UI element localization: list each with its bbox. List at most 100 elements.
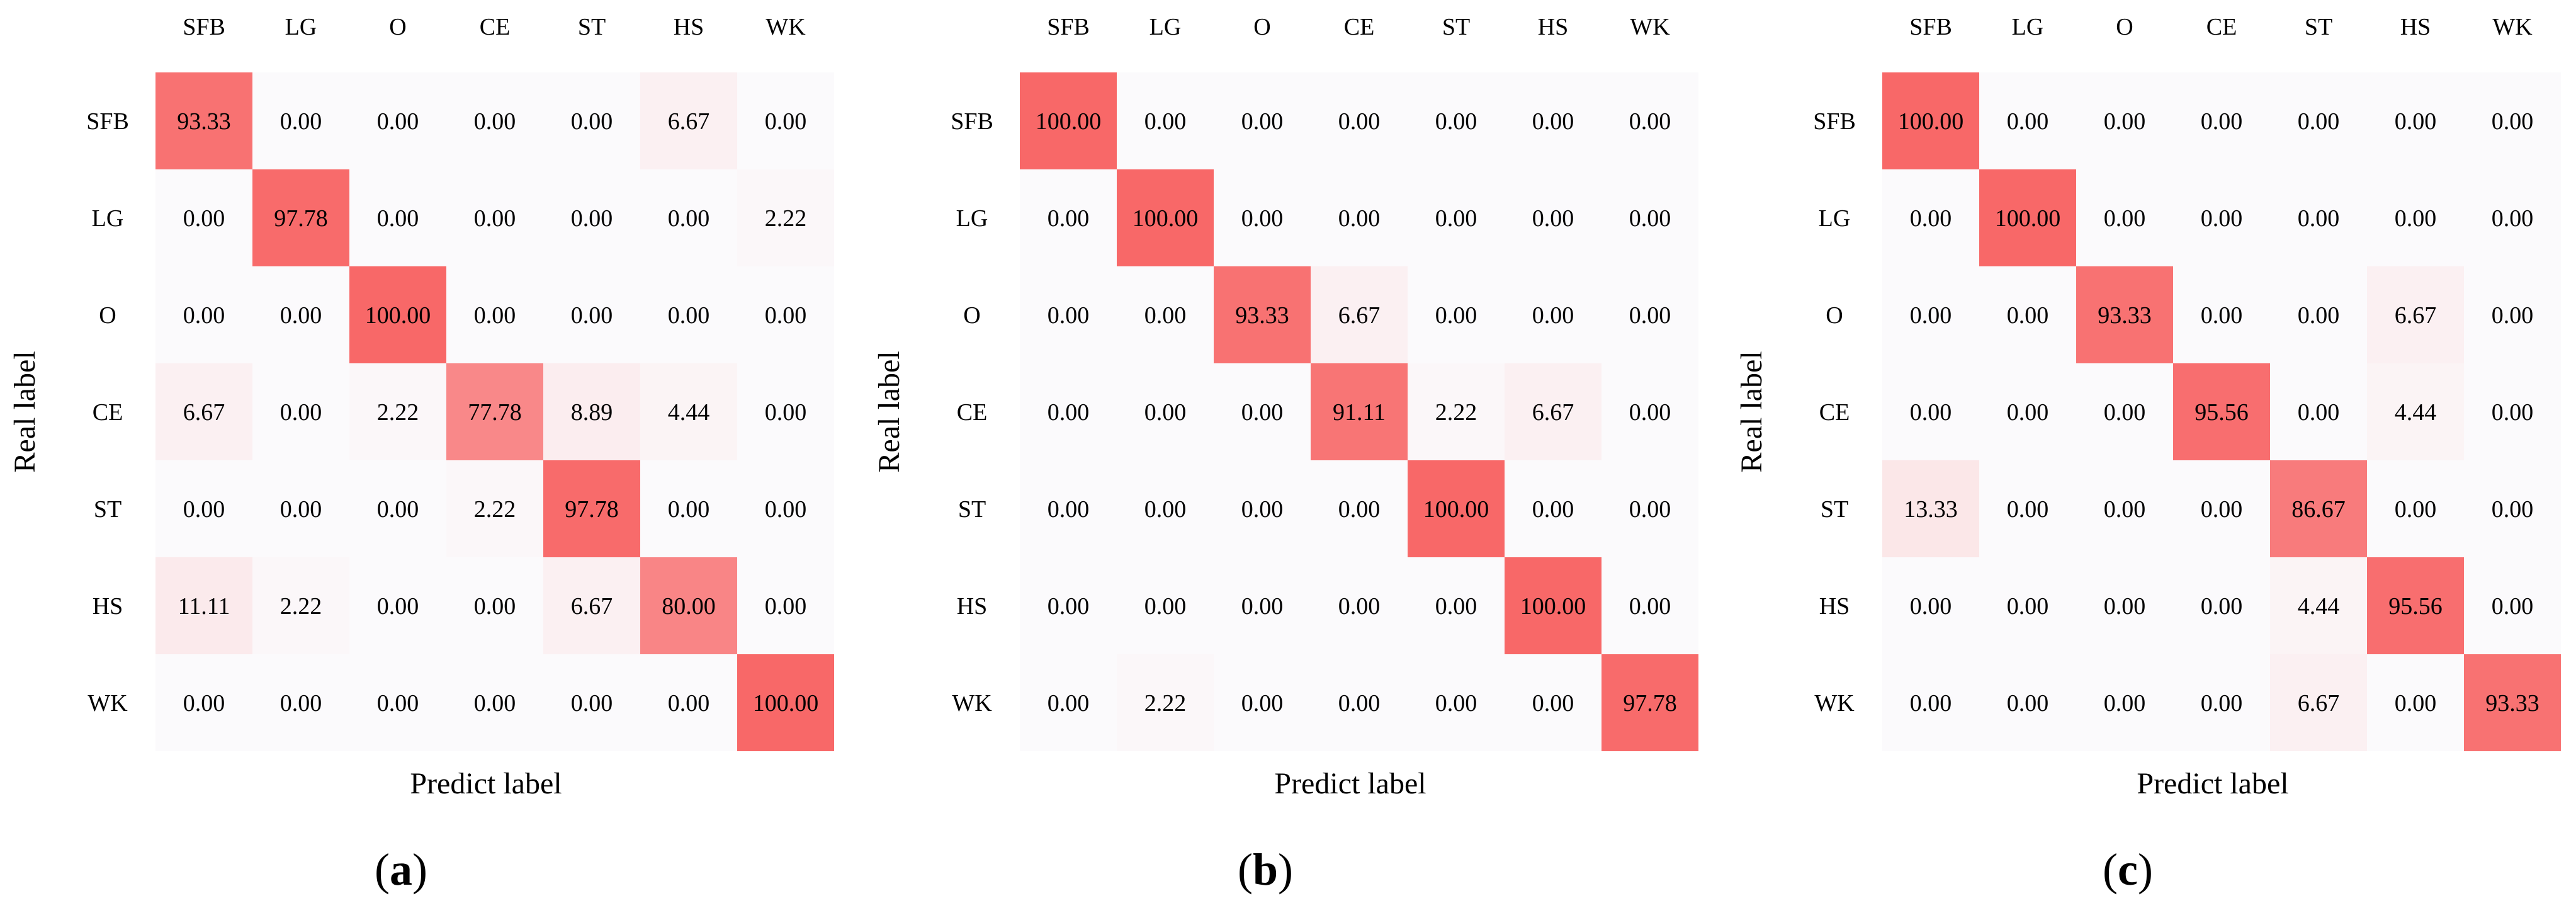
- heatmap-cell: [1602, 169, 1698, 266]
- cell-value-label: 0.00: [668, 302, 710, 329]
- y-axis-title: Real label: [1735, 351, 1768, 472]
- heatmap-cell: [2076, 460, 2173, 557]
- cell-value-label: 0.00: [280, 302, 322, 329]
- y-tick-label: SFB: [86, 108, 129, 135]
- y-tick-label: CE: [1819, 399, 1850, 426]
- heatmap-cell: [1979, 72, 2076, 169]
- heatmap-cell: [2367, 363, 2464, 460]
- cell-value-label: 0.00: [1048, 690, 1090, 717]
- heatmap-cell: [349, 654, 446, 751]
- heatmap-cell: [446, 169, 543, 266]
- cell-value-label: 0.00: [1435, 690, 1477, 717]
- cell-value-label: 11.11: [178, 593, 230, 620]
- heatmap-cell: [349, 557, 446, 654]
- heatmap-cell: [640, 169, 737, 266]
- heatmap-cell: [1214, 72, 1311, 169]
- cell-value-label: 0.00: [765, 496, 807, 523]
- cell-value-label: 93.33: [177, 108, 231, 135]
- cell-value-label: 0.00: [2201, 302, 2243, 329]
- cell-value-label: 2.22: [765, 205, 807, 232]
- heatmap-cell: [1602, 654, 1698, 751]
- heatmap-cell: [446, 72, 543, 169]
- heatmap-cell: [2270, 654, 2367, 751]
- heatmap-cell: [2270, 266, 2367, 363]
- cell-value-label: 6.67: [2298, 690, 2340, 717]
- confusion-matrix-panel-c: 100.00 0.00 0.00 0.00 0.00 0.00 0.00 0.00 100.00…: [1735, 14, 2561, 895]
- cell-value-label: 0.00: [1241, 496, 1284, 523]
- cell-value-label: 4.44: [2395, 399, 2437, 426]
- y-tick-label: ST: [94, 496, 121, 523]
- x-tick-label: CE: [1344, 14, 1375, 40]
- cell-value-label: 0.00: [1048, 496, 1090, 523]
- cell-value-label: 0.00: [2298, 108, 2340, 135]
- cell-value-label: 0.00: [1241, 108, 1284, 135]
- x-tick-label: SFB: [1909, 14, 1952, 40]
- cell-value-label: 0.00: [377, 593, 419, 620]
- cell-value-label: 0.00: [1144, 302, 1187, 329]
- heatmap-cell: [1214, 363, 1311, 460]
- heatmap-cell: [1311, 72, 1408, 169]
- cell-value-label: 0.00: [1629, 302, 1671, 329]
- cell-value-label: 100.00: [1036, 108, 1102, 135]
- cell-value-label: 0.00: [1532, 302, 1574, 329]
- heatmap-cell: [1408, 460, 1505, 557]
- cell-value-label: 77.78: [468, 399, 522, 426]
- y-axis-title: Real label: [873, 351, 906, 472]
- heatmap-cell: [1602, 460, 1698, 557]
- heatmap-cell: [349, 169, 446, 266]
- heatmap-cell: [2464, 266, 2561, 363]
- heatmap-cell: [543, 557, 640, 654]
- heatmap-cell: [1408, 557, 1505, 654]
- x-tick-label: HS: [1538, 14, 1569, 40]
- heatmap-cell: [2367, 557, 2464, 654]
- cell-value-label: 0.00: [183, 302, 225, 329]
- x-tick-label: HS: [674, 14, 704, 40]
- cell-value-label: 6.67: [571, 593, 613, 620]
- cell-value-label: 0.00: [2007, 108, 2049, 135]
- x-tick-label: SFB: [183, 14, 225, 40]
- heatmap-cell: [252, 557, 349, 654]
- cell-value-label: 100.00: [1520, 593, 1586, 620]
- cell-value-label: 0.00: [2201, 496, 2243, 523]
- heatmap-cell: [2076, 557, 2173, 654]
- cell-value-label: 100.00: [1423, 496, 1489, 523]
- cell-value-label: 0.00: [2492, 593, 2534, 620]
- heatmap-cell: [2464, 557, 2561, 654]
- cell-value-label: 0.00: [1532, 108, 1574, 135]
- y-tick-label: O: [963, 302, 980, 329]
- x-tick-label: SFB: [1047, 14, 1090, 40]
- heatmap-cell: [155, 363, 252, 460]
- cell-value-label: 0.00: [2201, 593, 2243, 620]
- cell-value-label: 6.67: [183, 399, 225, 426]
- heatmap-cell: [2367, 72, 2464, 169]
- x-tick-label: LG: [285, 14, 317, 40]
- heatmap-cell: [1214, 169, 1311, 266]
- cell-value-label: 0.00: [1144, 496, 1187, 523]
- cell-value-label: 0.00: [1532, 690, 1574, 717]
- heatmap-cell: [1020, 460, 1117, 557]
- cell-value-label: 80.00: [662, 593, 716, 620]
- heatmap-cell: [737, 169, 834, 266]
- heatmap-cell: [737, 363, 834, 460]
- heatmap-cell: [155, 557, 252, 654]
- cell-value-label: 6.67: [1338, 302, 1381, 329]
- cell-value-label: 0.00: [2395, 205, 2437, 232]
- heatmap-cell: [543, 72, 640, 169]
- cell-value-label: 13.33: [1904, 496, 1958, 523]
- cell-value-label: 95.56: [2388, 593, 2443, 620]
- heatmap-cell: [446, 557, 543, 654]
- heatmap-cell: [543, 169, 640, 266]
- heatmap-cell: [2173, 557, 2270, 654]
- heatmap-cell: [1505, 72, 1602, 169]
- cell-value-label: 0.00: [1241, 690, 1284, 717]
- heatmap-cell: [2367, 169, 2464, 266]
- cell-value-label: 0.00: [2395, 690, 2437, 717]
- heatmap-cell: [1408, 169, 1505, 266]
- heatmap-cell: [2173, 169, 2270, 266]
- cell-value-label: 0.00: [1241, 205, 1284, 232]
- cell-value-label: 0.00: [2104, 593, 2146, 620]
- heatmap-cell: [2367, 460, 2464, 557]
- heatmap-cell: [2270, 557, 2367, 654]
- cell-value-label: 0.00: [1910, 690, 1952, 717]
- heatmap-cell: [2076, 169, 2173, 266]
